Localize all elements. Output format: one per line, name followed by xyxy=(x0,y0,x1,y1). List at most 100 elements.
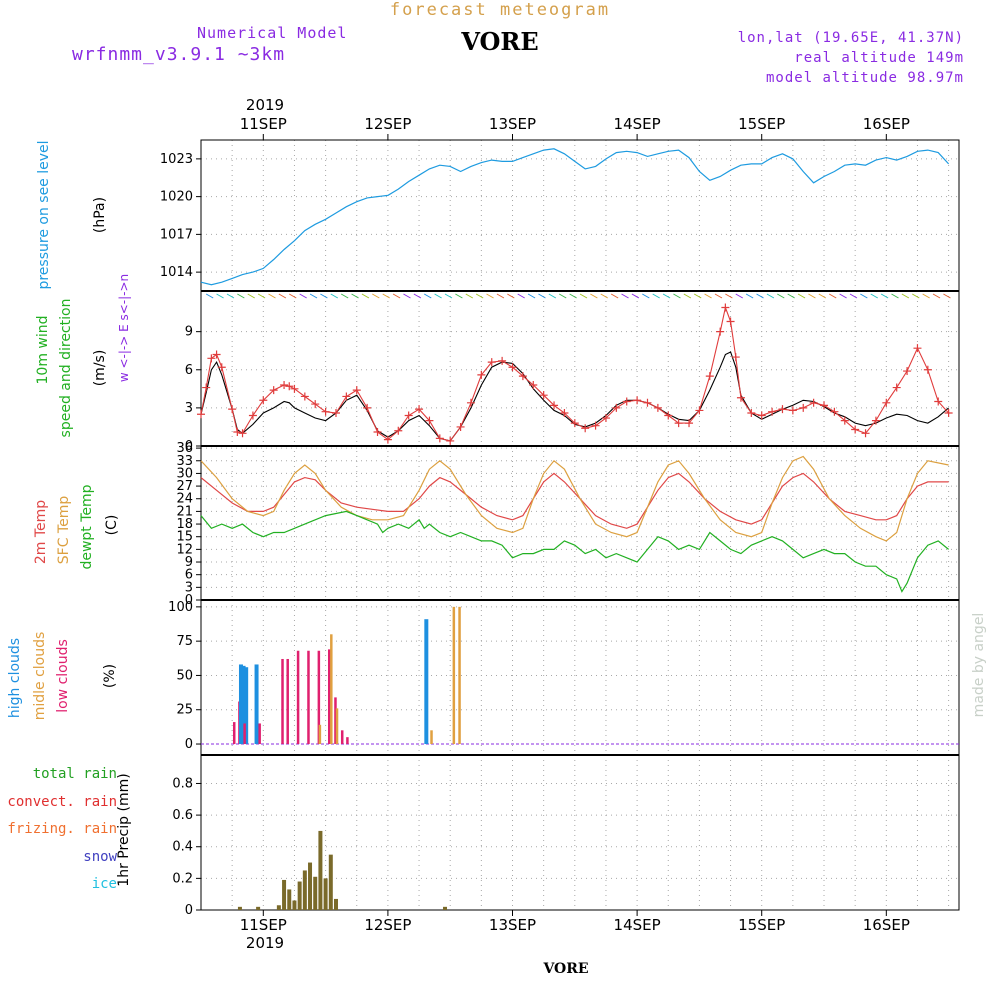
wind-direction-arrow xyxy=(590,293,598,299)
wind-direction-arrow xyxy=(517,293,525,299)
cloud-bar-low xyxy=(307,650,310,745)
cloud-bar-middle xyxy=(430,730,433,745)
wind-direction-arrow xyxy=(891,293,899,299)
wind-gust-marker xyxy=(321,407,330,416)
precip-legend-0: total rain xyxy=(33,766,117,782)
clouds-unit-label: (%) xyxy=(102,664,118,688)
cloud-bar-low xyxy=(334,697,337,745)
wind-direction-arrow xyxy=(631,293,640,299)
wind-gust-marker xyxy=(233,428,242,437)
wind-gust-marker xyxy=(560,408,569,417)
wind-direction-arrow xyxy=(413,293,422,299)
cloud-bar-low xyxy=(340,730,344,745)
precip-legend-3: snow xyxy=(83,849,117,865)
cloud-bar-low xyxy=(327,649,331,745)
cloud-bar-low xyxy=(243,723,246,745)
precip-bar xyxy=(256,906,261,910)
wind-axis-label-2: speed and direction xyxy=(58,299,74,438)
y-tick-label: 1017 xyxy=(160,227,193,242)
wind-direction-arrow xyxy=(226,293,235,299)
wind-gust-marker xyxy=(820,401,829,410)
cloud-bar-middle xyxy=(318,724,322,745)
clouds-panel: 0 25 50 75 100 xyxy=(168,599,960,756)
cloud-bar-low xyxy=(296,650,300,745)
cloud-bar-high xyxy=(244,667,249,745)
cloud-bar-low xyxy=(232,722,236,745)
x-tick-label-bottom: 16SEP xyxy=(863,916,910,934)
wind-direction-arrow xyxy=(683,293,692,299)
wind-direction-arrow xyxy=(558,293,567,299)
wind-gust-marker xyxy=(731,353,740,362)
wind-gust-marker xyxy=(415,405,424,414)
wind-gust-marker xyxy=(425,416,434,425)
y-tick-label: 33 xyxy=(176,454,193,469)
wind-gust-marker xyxy=(508,363,517,372)
wind-direction-arrow xyxy=(860,293,868,299)
wind-gust-marker xyxy=(643,398,652,407)
wind-gust-marker xyxy=(882,398,891,407)
wind-gust-marker xyxy=(202,383,211,392)
wind-direction-arrow xyxy=(912,293,920,299)
wind-direction-arrow xyxy=(610,293,619,299)
precip-unit-label: 1hr Precip (mm) xyxy=(116,773,132,886)
wind-gust-marker xyxy=(269,386,278,395)
wind-direction-arrow xyxy=(870,293,878,299)
wind-panel: 0 3 6 9 xyxy=(185,290,960,454)
precip-bar xyxy=(287,889,292,910)
temp-2m-label: 2m Temp xyxy=(33,500,49,564)
pressure-line xyxy=(200,148,950,286)
y-tick-label: 6 xyxy=(185,568,193,583)
wind-gust-marker xyxy=(633,396,642,405)
wind-gust-marker xyxy=(653,403,662,412)
wind-gust-marker xyxy=(394,426,403,435)
dewpoint-line xyxy=(200,510,949,593)
wind-gust-marker xyxy=(903,367,912,376)
x-tick-label-top: 16SEP xyxy=(863,115,910,133)
y-tick-label: 12 xyxy=(176,542,193,557)
precip-bar xyxy=(276,905,281,910)
wind-gust-marker xyxy=(373,428,382,437)
cloud-bar-low xyxy=(286,658,289,745)
temp-sfc-label: SFC Temp xyxy=(56,496,72,565)
wind-gust-marker xyxy=(487,358,496,367)
wind-direction-arrow xyxy=(548,293,557,299)
y-tick-label: 0.8 xyxy=(172,776,193,791)
x-tick-label-top: 11SEP xyxy=(240,115,287,133)
wind-direction-arrow xyxy=(465,293,474,299)
wind-direction-arrow xyxy=(372,293,380,299)
wind-direction-arrow xyxy=(330,293,339,299)
wind-direction-arrow xyxy=(797,293,806,299)
wind-unit-label: (m/s) xyxy=(92,350,108,387)
pressure-panel: 1014 1017 1020 1023 xyxy=(160,139,960,292)
wind-direction-arrow xyxy=(839,293,847,299)
wind-direction-arrow xyxy=(320,293,328,299)
wind-gust-marker xyxy=(934,397,943,406)
wind-direction-arrow xyxy=(444,293,453,299)
wind-direction-arrow xyxy=(943,293,951,299)
precip-legend-2: frizing. rain xyxy=(7,821,117,837)
wind-direction-arrow xyxy=(237,293,245,299)
wind-gust-marker xyxy=(259,396,268,405)
y-tick-label: 18 xyxy=(176,517,193,532)
temp-sfc-line xyxy=(200,455,949,542)
wind-gust-marker xyxy=(747,408,756,417)
wind-gust-marker xyxy=(280,381,289,390)
temp-unit-label: (C) xyxy=(104,515,120,536)
wind-gust-marker xyxy=(861,429,870,438)
x-tick-label-top: 12SEP xyxy=(364,115,411,133)
wind-direction-arrow xyxy=(475,293,484,299)
wind-direction-arrow xyxy=(662,293,671,299)
wind-direction-arrow xyxy=(777,293,785,299)
wind-gust-marker xyxy=(383,435,392,444)
wind-direction-arrow xyxy=(932,293,941,299)
wind-gust-marker xyxy=(212,350,221,359)
wind-gust-marker xyxy=(851,425,860,434)
y-tick-label: 0 xyxy=(185,737,193,752)
wind-direction-arrow xyxy=(901,293,910,299)
x-tick-label-top: 13SEP xyxy=(489,115,536,133)
wind-direction-arrow xyxy=(808,293,816,299)
wind-gust-marker xyxy=(197,410,205,419)
wind-gust-marker xyxy=(456,422,465,431)
wind-gust-marker xyxy=(435,434,444,443)
